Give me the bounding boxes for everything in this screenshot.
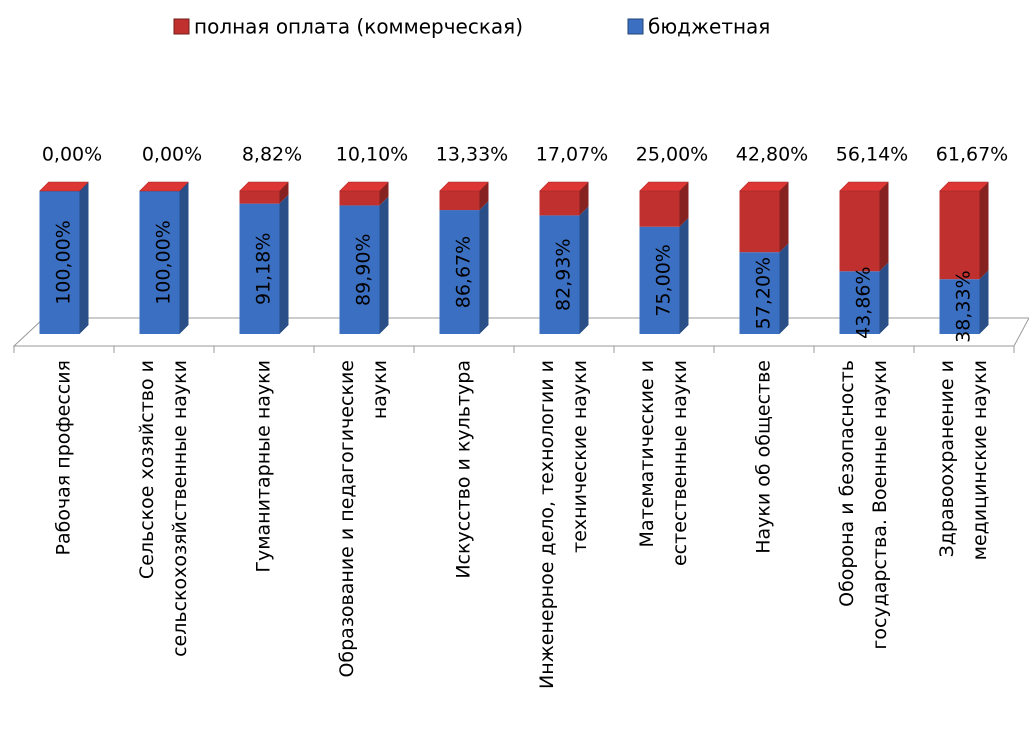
legend-swatch: [173, 18, 190, 35]
bar: [739, 191, 780, 253]
bar-top: [138, 181, 190, 192]
value-label: 17,07%: [536, 144, 608, 166]
bar-top: [938, 181, 990, 192]
bar-side: [579, 206, 589, 334]
x-tick-label: Рабочая профессия: [53, 360, 75, 556]
value-label: 38,33%: [953, 270, 975, 342]
x-tick-label: Здравоохранение и: [936, 360, 958, 557]
value-label: 0,00%: [142, 144, 202, 166]
x-tick-label: Математические и: [636, 360, 658, 547]
legend-swatch: [627, 18, 644, 35]
x-tick-label: медицинские науки: [969, 360, 991, 560]
value-label: 25,00%: [636, 144, 708, 166]
bar: [539, 191, 580, 216]
bar: [339, 191, 380, 206]
legend-label: полная оплата (коммерческая): [194, 15, 523, 39]
bar-side: [179, 182, 189, 334]
x-tick-label: Инженерное дело, технологии и: [536, 360, 558, 689]
value-label: 91,18%: [253, 233, 275, 305]
x-tick-label: сельскохозяйственные науки: [169, 360, 191, 657]
bar: [139, 191, 180, 334]
value-label: 42,80%: [736, 144, 808, 166]
x-tick-label: Гуманитарные науки: [253, 360, 275, 573]
bar: [639, 191, 680, 227]
value-label: 43,86%: [853, 266, 875, 338]
x-tick-label: Оборона и безопасность: [836, 360, 858, 607]
bar: [939, 279, 980, 334]
bar-side: [579, 182, 589, 216]
bar-side: [479, 201, 489, 334]
x-tick-label: Образование и педагогические: [336, 360, 358, 678]
x-tick-label: государства. Военные науки: [869, 360, 891, 650]
value-label: 10,10%: [336, 144, 408, 166]
bar: [439, 210, 480, 334]
x-tick-label: Сельское хозяйство и: [136, 360, 158, 579]
value-label: 86,67%: [453, 236, 475, 308]
x-tick-label: Искусство и культура: [453, 360, 475, 579]
bar-top: [638, 181, 690, 192]
bar-side: [679, 182, 689, 227]
bar: [339, 205, 380, 334]
bar-side: [379, 196, 389, 334]
value-label: 89,90%: [353, 233, 375, 305]
bar-top: [538, 181, 590, 192]
bar-top: [238, 181, 290, 192]
bar: [839, 191, 880, 272]
value-label: 61,67%: [936, 144, 1008, 166]
bar: [939, 191, 980, 280]
bar-top: [738, 181, 790, 192]
bar: [439, 191, 480, 211]
bar: [239, 203, 280, 334]
bar-top: [38, 181, 90, 192]
bar-side: [879, 262, 889, 334]
legend-label: бюджетная: [648, 15, 770, 39]
bar-side: [779, 182, 789, 253]
bar-top: [338, 181, 390, 192]
bar: [839, 271, 880, 334]
x-tick-label: технические науки: [569, 360, 591, 553]
value-label: 57,20%: [753, 257, 775, 329]
bar-side: [279, 194, 289, 334]
bar: [639, 226, 680, 334]
bar-side: [979, 270, 989, 334]
value-label: 0,00%: [42, 144, 102, 166]
x-tick-label: науки: [369, 360, 391, 419]
value-label: 8,82%: [242, 144, 302, 166]
bar: [739, 252, 780, 334]
bar-side: [979, 182, 989, 280]
bar-side: [279, 182, 289, 204]
value-label: 100,00%: [153, 220, 175, 305]
bar-side: [79, 182, 89, 334]
bar-top: [438, 181, 490, 192]
value-label: 56,14%: [836, 144, 908, 166]
bar: [239, 191, 280, 204]
bar-side: [679, 217, 689, 334]
bar-side: [779, 243, 789, 334]
value-label: 75,00%: [653, 244, 675, 316]
bar-side: [879, 182, 889, 272]
bar-side: [379, 182, 389, 206]
bar-top: [838, 181, 890, 192]
value-label: 100,00%: [53, 220, 75, 305]
value-label: 82,93%: [553, 238, 575, 310]
x-tick-label: естественные науки: [669, 360, 691, 566]
bar: [539, 215, 580, 334]
x-tick-label: Науки об обществе: [753, 360, 775, 554]
bar: [39, 191, 80, 334]
value-label: 13,33%: [436, 144, 508, 166]
